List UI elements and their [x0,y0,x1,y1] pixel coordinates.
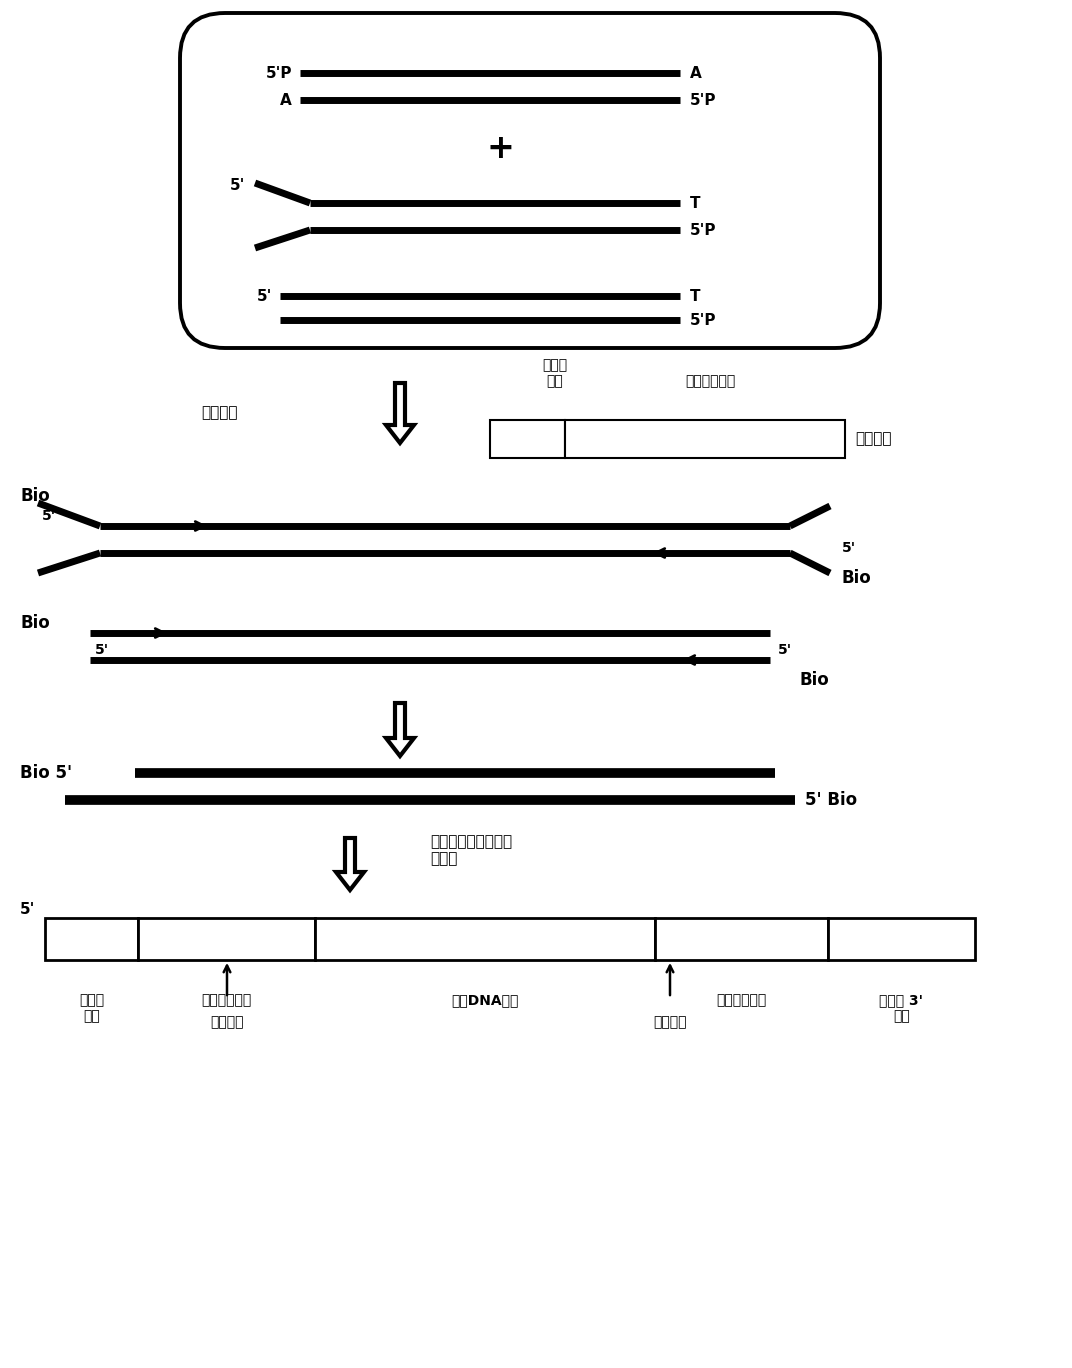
Bar [565,420,845,458]
Bar [828,918,976,960]
FancyArrow shape [336,839,364,891]
Text: 匹配接头序列: 匹配接头序列 [685,373,735,389]
Text: 5': 5' [20,903,35,918]
Text: +: + [486,131,513,164]
Text: 5'P: 5'P [266,66,292,81]
Text: 酶识别 3'
位点: 酶识别 3' 位点 [879,993,923,1023]
Text: 匹配接头序列: 匹配接头序列 [202,993,252,1007]
Text: T: T [690,289,700,304]
Text: 酶切位置: 酶切位置 [210,1015,243,1029]
Text: A: A [280,93,292,108]
Text: 5': 5' [229,178,245,193]
Text: Bio: Bio [20,614,49,632]
Text: （扩增）: （扩增） [202,405,238,420]
Bar [655,918,828,960]
Text: Bio: Bio [20,487,49,505]
FancyArrow shape [386,703,414,757]
Text: 5': 5' [842,540,857,555]
Text: Bio: Bio [800,670,830,689]
Text: （扩增产物单链序列
组成）: （扩增产物单链序列 组成） [430,834,512,866]
Text: Bio 5': Bio 5' [20,763,72,782]
Text: Bio: Bio [842,569,872,587]
FancyArrow shape [386,383,414,443]
Text: 酶识别
位点: 酶识别 位点 [542,358,567,389]
Bar [490,420,565,458]
Text: 目的DNA片段: 目的DNA片段 [451,993,519,1007]
Text: 5'P: 5'P [690,93,716,108]
Text: 5': 5' [256,289,272,304]
Text: 酶识别
位点: 酶识别 位点 [79,993,104,1023]
Text: 5': 5' [95,643,109,657]
Text: 5': 5' [778,643,792,657]
Text: T: T [690,196,700,211]
Text: A: A [690,66,702,81]
Bar [315,918,655,960]
Text: （引物）: （引物） [855,431,892,446]
Bar [138,918,315,960]
Text: 酶切位置: 酶切位置 [653,1015,687,1029]
Text: 5'P: 5'P [690,312,716,327]
Bar [45,918,138,960]
Text: 5' Bio: 5' Bio [805,791,858,808]
Text: 5': 5' [42,509,56,523]
Text: 5'P: 5'P [690,223,716,238]
Text: 匹配接头序列: 匹配接头序列 [716,993,766,1007]
